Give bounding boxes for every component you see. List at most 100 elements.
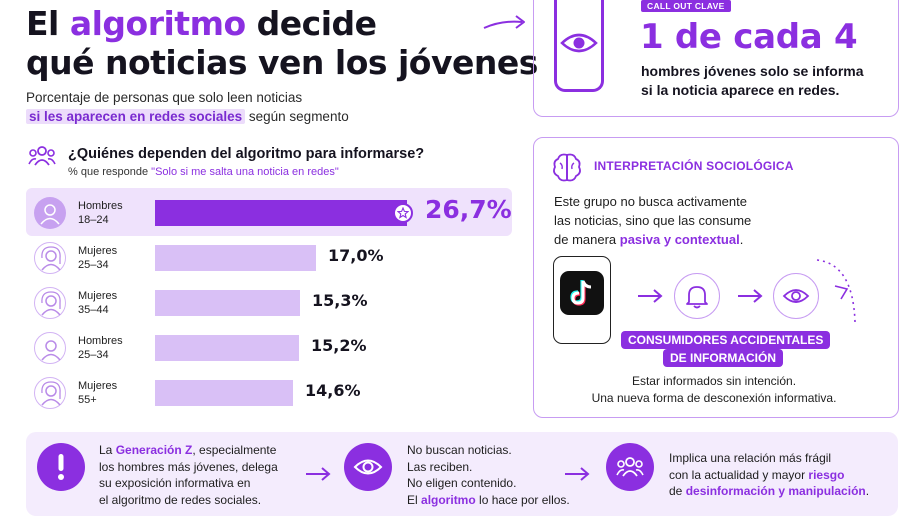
bottom-summary-band — [26, 432, 898, 516]
summary3-line1: Implica una relación más frágil — [669, 451, 832, 465]
question-title: ¿Quiénes dependen del algoritmo para inf… — [68, 146, 425, 162]
pill-informacion: DE INFORMACIÓN — [663, 349, 783, 367]
segment-label: Mujeres 25–34 — [78, 244, 117, 272]
bar-value-label: 26,7% — [425, 195, 512, 224]
eye-circle-filled — [344, 443, 392, 491]
exclamation-circle — [37, 443, 85, 491]
summary1-highlight: Generación Z — [115, 443, 193, 457]
interpretation-foot2: Una nueva forma de desconexión informati… — [591, 391, 837, 405]
arrow-right-icon — [738, 289, 763, 303]
phone-icon — [554, 0, 604, 92]
summary2-suffix: lo hace por ellos. — [475, 492, 570, 507]
group-circle-filled — [606, 443, 654, 491]
summary1-line2: los hombres más jóvenes, delega — [99, 459, 278, 474]
summary2-prefix: El — [407, 492, 422, 507]
segment-label-line1: Hombres — [78, 335, 123, 347]
avatar-icon — [34, 197, 66, 229]
summary2-line3: No eligen contenido. — [407, 476, 517, 490]
summary1-line4: el algoritmo de redes sociales. — [99, 492, 262, 507]
title-part1: El — [26, 4, 70, 43]
arrow-right-icon — [306, 467, 331, 481]
segment-label: Hombres 18–24 — [78, 199, 123, 227]
segment-label-line2: 25–34 — [78, 349, 109, 361]
interpretation-line3-highlight: pasiva y contextual — [619, 232, 740, 247]
exclamation-icon — [58, 454, 64, 480]
summary1-prefix: La — [99, 443, 116, 457]
callout-line1: hombres jóvenes solo se informa — [641, 63, 864, 79]
callout-box — [533, 0, 899, 117]
interpretation-line3-prefix: de manera — [554, 232, 620, 247]
subtitle-line1: Porcentaje de personas que solo leen not… — [26, 90, 303, 105]
question-sub-quote: "Solo si me salta una noticia en redes" — [151, 166, 339, 178]
segment-label-line1: Mujeres — [78, 290, 118, 302]
segment-label-line2: 55+ — [78, 394, 97, 406]
question-subtitle: % que responde "Solo si me salta una not… — [68, 166, 339, 178]
title-part2: decide — [245, 4, 377, 43]
page-title: El algoritmo decide qué noticias ven los… — [26, 4, 538, 82]
subtitle-highlight: si les aparecen en redes sociales — [26, 109, 246, 124]
eye-icon — [353, 459, 383, 475]
interpretation-line2: las noticias, sino que las consume — [554, 213, 752, 228]
avatar-icon — [34, 287, 66, 319]
bar — [155, 290, 300, 316]
segment-label-line1: Mujeres — [78, 245, 118, 257]
people-group-icon — [28, 146, 56, 166]
pill-consumidores: CONSUMIDORES ACCIDENTALES — [621, 331, 831, 349]
avatar-icon — [34, 377, 66, 409]
people-group-icon — [616, 457, 644, 477]
bar-value-label: 14,6% — [305, 381, 361, 400]
summary3-line3-highlight: desinformación y manipulación — [685, 484, 866, 498]
bell-circle — [674, 273, 720, 319]
subtitle-rest: según segmento — [245, 109, 349, 124]
summary2-highlight: algoritmo — [421, 492, 476, 507]
interpretation-footer: Estar informados sin intención. Una nuev… — [554, 373, 874, 407]
segment-label-line2: 18–24 — [78, 214, 109, 226]
segment-label-line2: 25–34 — [78, 259, 109, 271]
title-line2: qué noticias ven los jóvenes — [26, 43, 538, 82]
subtitle: Porcentaje de personas que solo leen not… — [26, 88, 349, 126]
callout-tag: CALL OUT CLAVE — [641, 0, 731, 12]
summary3-line3-prefix: de — [669, 484, 686, 498]
dotted-loop-arrow-icon — [816, 259, 856, 323]
summary2-line1: No buscan noticias. — [407, 443, 512, 457]
arrow-right-icon — [483, 15, 525, 29]
eye-circle — [773, 273, 819, 319]
summary-block-2: No buscan noticias. Las reciben. No elig… — [407, 442, 570, 508]
summary3-prefix: con la actualidad y mayor — [669, 467, 809, 482]
interpretation-title: INTERPRETACIÓN SOCIOLÓGICA — [594, 159, 794, 173]
bar — [155, 380, 293, 406]
bar-value-label: 15,2% — [311, 336, 367, 355]
question-sub-prefix: % que responde — [68, 166, 152, 178]
bar — [155, 335, 299, 361]
eye-icon — [782, 289, 810, 303]
brain-icon — [553, 153, 581, 182]
summary-block-3: Implica una relación más frágil con la a… — [669, 450, 869, 500]
interpretation-text: Este grupo no busca activamente las noti… — [554, 192, 751, 249]
arrow-right-icon — [638, 289, 663, 303]
title-highlight: algoritmo — [69, 4, 246, 43]
bar — [155, 200, 407, 226]
avatar-icon — [34, 242, 66, 274]
segment-label-line1: Mujeres — [78, 380, 118, 392]
interpretation-line3-suffix: . — [739, 232, 744, 247]
segment-label: Hombres 25–34 — [78, 334, 123, 362]
interpretation-foot1: Estar informados sin intención. — [631, 374, 797, 388]
eye-icon — [560, 33, 598, 53]
callout-line2: si la noticia aparece en redes. — [641, 82, 840, 98]
bar-value-label: 17,0% — [328, 246, 384, 265]
callout-text: hombres jóvenes solo se informa si la no… — [641, 62, 864, 100]
summary3-highlight: riesgo — [808, 467, 845, 482]
interpretation-panel — [533, 137, 899, 418]
segment-label-line1: Hombres — [78, 200, 123, 212]
arrow-right-icon — [565, 467, 590, 481]
interpretation-line1: Este grupo no busca activamente — [554, 194, 747, 209]
bell-icon — [686, 286, 708, 309]
summary1-line3: su exposición informativa en — [99, 476, 251, 490]
segment-label-line2: 35–44 — [78, 304, 109, 316]
summary2-line2: Las reciben. — [407, 459, 473, 474]
avatar-icon — [34, 332, 66, 364]
bar — [155, 245, 316, 271]
callout-big-number: 1 de cada 4 — [640, 17, 858, 57]
segment-label: Mujeres 55+ — [78, 379, 117, 407]
summary3-line3-suffix: . — [865, 484, 870, 498]
